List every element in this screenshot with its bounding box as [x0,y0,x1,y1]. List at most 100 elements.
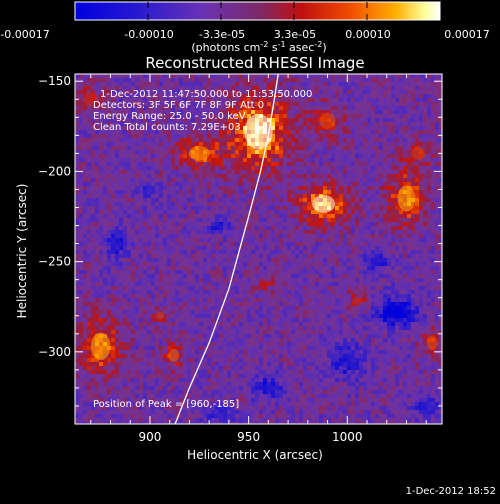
heatmap-cell [323,154,327,158]
heatmap-cell [215,182,219,186]
heatmap-cell [251,278,255,282]
heatmap-cell [223,186,227,190]
heatmap-cell [195,170,199,174]
heatmap-cell [423,282,427,286]
heatmap-cell [163,226,167,230]
heatmap-cell [187,142,191,146]
heatmap-cell [211,170,215,174]
heatmap-cell [263,242,267,246]
heatmap-cell [103,178,107,182]
heatmap-cell [111,78,115,82]
heatmap-cell [367,106,371,110]
heatmap-cell [103,274,107,278]
heatmap-cell [363,242,367,246]
heatmap-cell [375,162,379,166]
heatmap-cell [179,198,183,202]
heatmap-cell [275,254,279,258]
heatmap-cell [387,98,391,102]
heatmap-cell [419,238,423,242]
heatmap-cell [215,214,219,218]
heatmap-cell [351,114,355,118]
heatmap-cell [151,266,155,270]
heatmap-cell [331,286,335,290]
heatmap-cell [375,282,379,286]
heatmap-cell [75,198,79,202]
heatmap-cell [211,138,215,142]
heatmap-cell [351,150,355,154]
heatmap-cell [427,82,431,86]
heatmap-cell [307,230,311,234]
heatmap-cell [239,170,243,174]
heatmap-cell [87,190,91,194]
heatmap-cell [91,138,95,142]
heatmap-cell [395,270,399,274]
heatmap-cell [395,162,399,166]
heatmap-cell [207,258,211,262]
heatmap-cell [431,242,435,246]
heatmap-cell [431,230,435,234]
heatmap-cell [179,242,183,246]
heatmap-cell [75,74,79,78]
heatmap-cell [351,254,355,258]
heatmap-cell [379,238,383,242]
heatmap-cell [415,138,419,142]
heatmap-cell [323,146,327,150]
heatmap-cell [371,250,375,254]
heatmap-cell [303,214,307,218]
heatmap-cell [207,78,211,82]
heatmap-cell [367,122,371,126]
heatmap-cell [143,202,147,206]
heatmap-cell [239,182,243,186]
heatmap-cell [331,186,335,190]
heatmap-cell [319,110,323,114]
heatmap-cell [187,286,191,290]
heatmap-cell [99,214,103,218]
heatmap-cell [319,214,323,218]
heatmap-cell [275,202,279,206]
heatmap-cell [111,186,115,190]
heatmap-cell [411,274,415,278]
heatmap-cell [299,142,303,146]
heatmap-cell [423,166,427,170]
heatmap-cell [423,258,427,262]
heatmap-cell [319,190,323,194]
heatmap-cell [423,138,427,142]
heatmap-cell [431,138,435,142]
heatmap-cell [379,86,383,90]
heatmap-cell [363,102,367,106]
heatmap-cell [191,270,195,274]
heatmap-cell [335,242,339,246]
heatmap-cell [167,282,171,286]
heatmap-cell [275,182,279,186]
heatmap-cell [323,262,327,266]
heatmap-cell [143,82,147,86]
heatmap-cell [307,182,311,186]
heatmap-cell [295,206,299,210]
heatmap-cell [235,218,239,222]
heatmap-cell [147,82,151,86]
heatmap-cell [291,262,295,266]
heatmap-cell [203,138,207,142]
heatmap-cell [363,198,367,202]
heatmap-cell [331,134,335,138]
heatmap-cell [195,210,199,214]
heatmap-cell [427,178,431,182]
heatmap-cell [267,170,271,174]
heatmap-cell [207,82,211,86]
heatmap-cell [231,150,235,154]
heatmap-cell [343,94,347,98]
heatmap-cell [99,150,103,154]
heatmap-cell [375,274,379,278]
heatmap-cell [279,182,283,186]
heatmap-cell [399,122,403,126]
heatmap-cell [315,110,319,114]
heatmap-cell [347,162,351,166]
heatmap-cell [127,186,131,190]
heatmap-cell [279,126,283,130]
heatmap-cell [351,78,355,82]
heatmap-cell [147,198,151,202]
heatmap-cell [179,170,183,174]
heatmap-cell [139,250,143,254]
heatmap-cell [411,78,415,82]
heatmap-cell [419,214,423,218]
